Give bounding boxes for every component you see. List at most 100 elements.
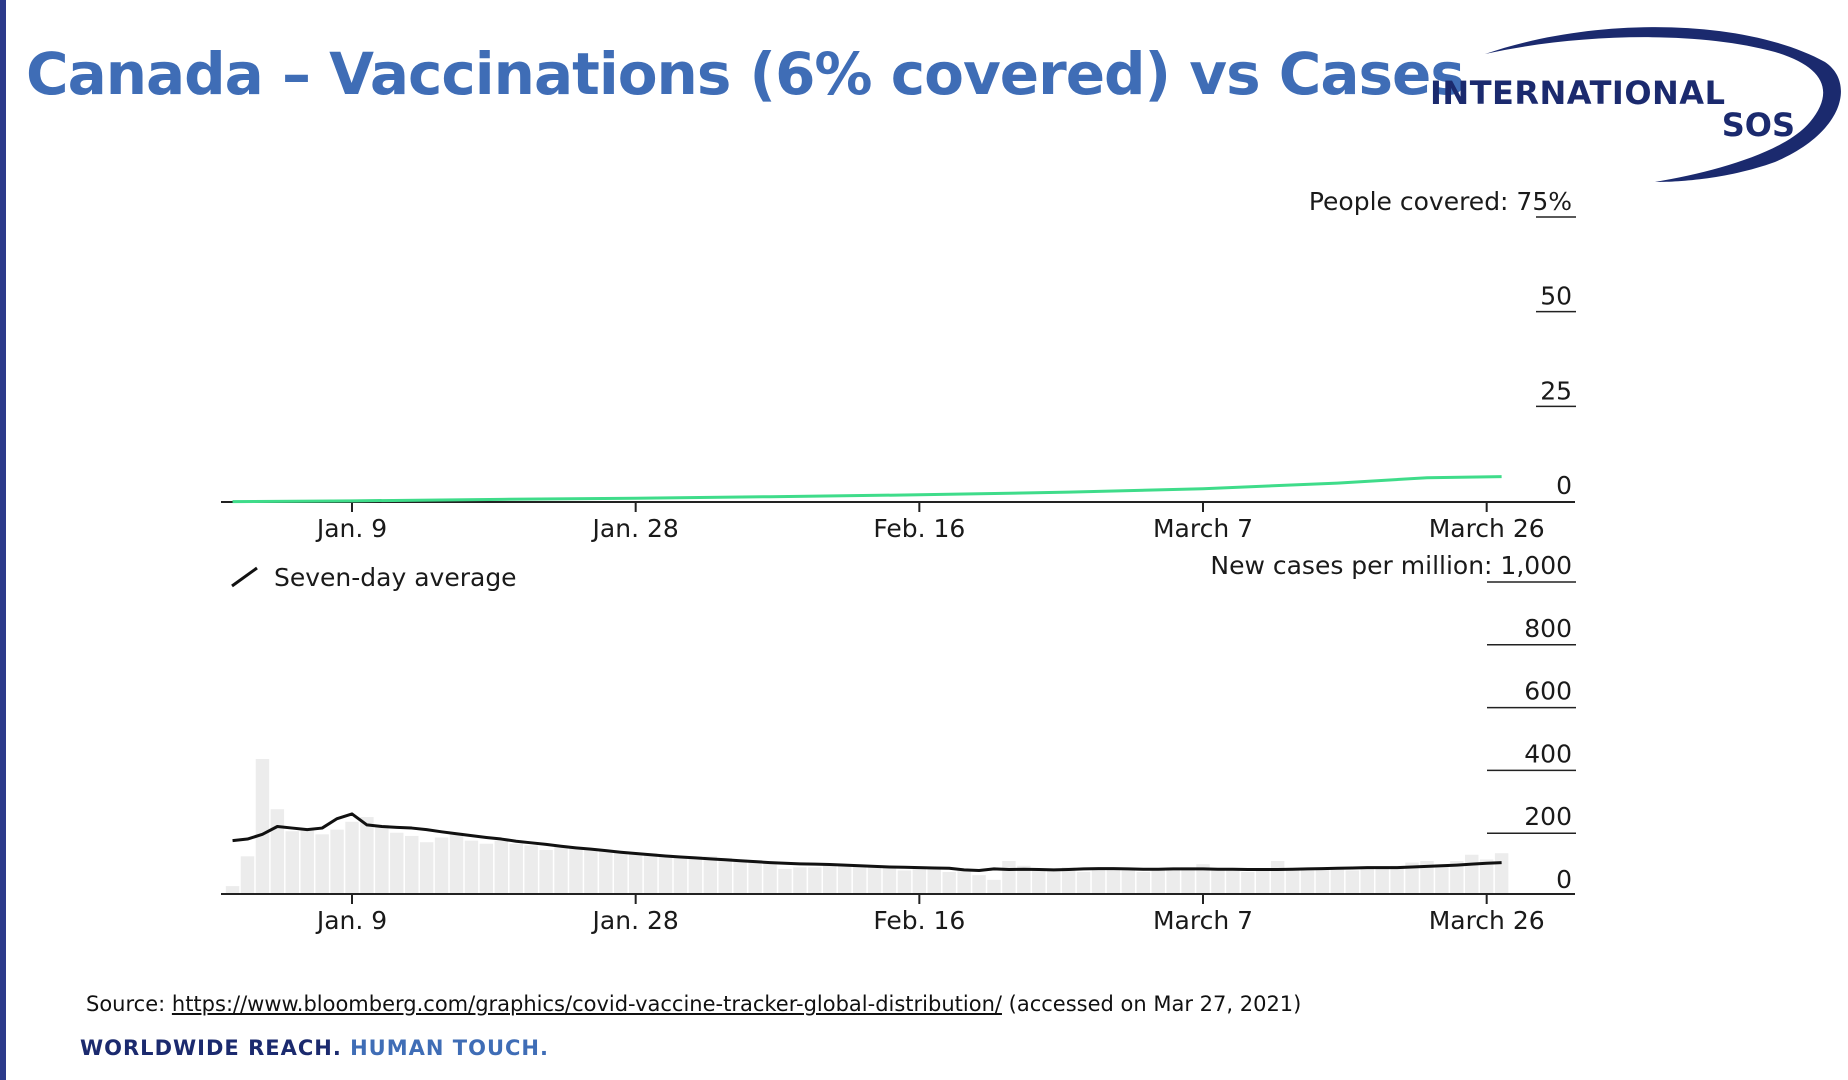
daily-cases-bar <box>1046 870 1061 894</box>
daily-cases-bar <box>867 867 882 894</box>
daily-cases-bar <box>375 824 389 894</box>
daily-cases-bar <box>285 831 299 894</box>
daily-cases-bar <box>823 865 837 894</box>
daily-cases-bar <box>1002 861 1016 894</box>
daily-cases-bar <box>345 821 359 894</box>
daily-cases-bar <box>763 862 777 894</box>
daily-cases-bar <box>554 845 568 894</box>
daily-cases-bar <box>584 848 598 894</box>
daily-cases-bar <box>1017 865 1031 894</box>
footer-tagline: WORLDWIDE REACH. HUMAN TOUCH. <box>80 1036 549 1060</box>
daily-cases-bar <box>1091 868 1106 894</box>
bottom-x-tick-label: Jan. 9 <box>315 906 387 935</box>
new-cases-chart: Jan. 9 Jan. 28 Feb. 16 March 7 March 26 New c… <box>221 551 1576 935</box>
bottom-y-tick-label: 400 <box>1524 739 1572 768</box>
seven-day-average-line <box>232 812 1502 872</box>
daily-cases-bar <box>614 851 628 894</box>
daily-cases-bar <box>464 840 479 894</box>
daily-cases-bar <box>1375 868 1389 894</box>
daily-cases-bar <box>479 843 494 894</box>
bottom-y-tick-label: 600 <box>1524 677 1572 706</box>
daily-cases-bar <box>1196 864 1210 894</box>
daily-cases-bar <box>390 832 404 894</box>
daily-cases-bar <box>897 870 912 894</box>
daily-cases-bar <box>643 853 658 894</box>
daily-cases-bar <box>1300 870 1315 894</box>
daily-cases-bar <box>1136 872 1151 894</box>
daily-cases-bar <box>1166 868 1180 894</box>
daily-cases-bar <box>1270 861 1285 894</box>
source-suffix: (accessed on Mar 27, 2021) <box>1001 992 1302 1016</box>
daily-cases-bar <box>1076 872 1091 894</box>
daily-cases-bar <box>1360 868 1374 894</box>
bottom-x-tick-label: Jan. 28 <box>591 906 679 935</box>
top-x-tick-label: March 26 <box>1429 514 1545 543</box>
daily-cases-bar <box>405 835 419 894</box>
bottom-y-tick-label: 200 <box>1524 802 1572 831</box>
bottom-y-tick-label: New cases per million: 1,000 <box>1210 551 1572 580</box>
daily-cases-bar <box>942 872 956 894</box>
top-x-tick-label: Feb. 16 <box>873 514 965 543</box>
daily-cases-bar <box>1285 868 1300 894</box>
bottom-y-tick-label: 0 <box>1556 865 1572 894</box>
daily-cases-bar <box>1450 861 1464 894</box>
daily-cases-bar <box>315 834 329 894</box>
slide-title: Canada – Vaccinations (6% covered) vs Ca… <box>26 40 1465 108</box>
tagline-part-2: HUMAN TOUCH. <box>341 1036 549 1060</box>
logo-text-international: INTERNATIONAL <box>1430 74 1726 112</box>
legend-line-icon <box>231 566 258 588</box>
daily-cases-bar <box>628 853 643 894</box>
daily-cases-bar <box>1061 867 1076 894</box>
daily-cases-bar <box>1405 862 1419 894</box>
top-y-tick-label: 25 <box>1540 376 1572 405</box>
daily-cases-bar <box>225 886 240 894</box>
daily-cases-bar <box>733 859 747 894</box>
daily-cases-bar <box>1151 868 1165 894</box>
bottom-y-tick-label: 800 <box>1524 614 1572 643</box>
daily-cases-bar <box>240 856 255 894</box>
daily-cases-bar <box>837 864 852 894</box>
bottom-x-tick-label: March 26 <box>1429 906 1545 935</box>
top-x-tick-label: Jan. 28 <box>591 514 679 543</box>
daily-cases-bar <box>703 856 718 894</box>
daily-cases-bar <box>509 843 523 894</box>
daily-cases-bar <box>1211 868 1225 894</box>
daily-cases-bar <box>882 867 897 894</box>
people-covered-line <box>232 475 1502 504</box>
daily-cases-bar <box>599 850 613 894</box>
daily-cases-bar <box>1435 864 1449 894</box>
daily-cases-bar <box>972 875 986 894</box>
daily-cases-bar <box>434 837 449 894</box>
daily-cases-bar <box>539 850 553 894</box>
daily-cases-bar <box>987 879 1001 894</box>
top-x-tick-label: March 7 <box>1153 514 1253 543</box>
international-sos-logo: INTERNATIONAL SOS <box>1425 22 1845 182</box>
daily-cases-bar <box>449 832 464 894</box>
daily-cases-bar <box>270 809 285 894</box>
daily-cases-bar <box>1465 854 1479 894</box>
source-link[interactable]: https://www.bloomberg.com/graphics/covid… <box>171 992 1002 1016</box>
daily-cases-bar <box>673 857 688 894</box>
daily-cases-bar <box>1345 870 1360 894</box>
daily-cases-bar <box>658 854 673 894</box>
daily-cases-bar <box>255 758 270 894</box>
daily-cases-bar <box>330 829 344 894</box>
daily-cases-bar <box>1256 868 1270 894</box>
daily-cases-bar <box>1390 865 1404 894</box>
daily-cases-bar <box>1241 872 1255 894</box>
vaccination-coverage-chart: Jan. 9 Jan. 28 Feb. 16 March 7 March 26 Peopl… <box>221 187 1576 543</box>
daily-cases-bar <box>957 870 971 894</box>
daily-cases-bar <box>793 867 807 894</box>
bottom-x-tick-label: March 7 <box>1153 906 1253 935</box>
daily-cases-bar <box>852 866 867 894</box>
daily-cases-bar <box>494 840 509 894</box>
daily-cases-bar <box>419 842 434 894</box>
daily-cases-bar <box>1181 867 1195 894</box>
daily-cases-bar <box>718 857 732 894</box>
daily-cases-bar <box>1330 867 1345 894</box>
daily-cases-bar <box>778 868 792 894</box>
daily-cases-bar <box>1494 853 1509 894</box>
daily-cases-bar <box>1032 868 1046 894</box>
bottom-x-tick-label: Feb. 16 <box>873 906 965 935</box>
